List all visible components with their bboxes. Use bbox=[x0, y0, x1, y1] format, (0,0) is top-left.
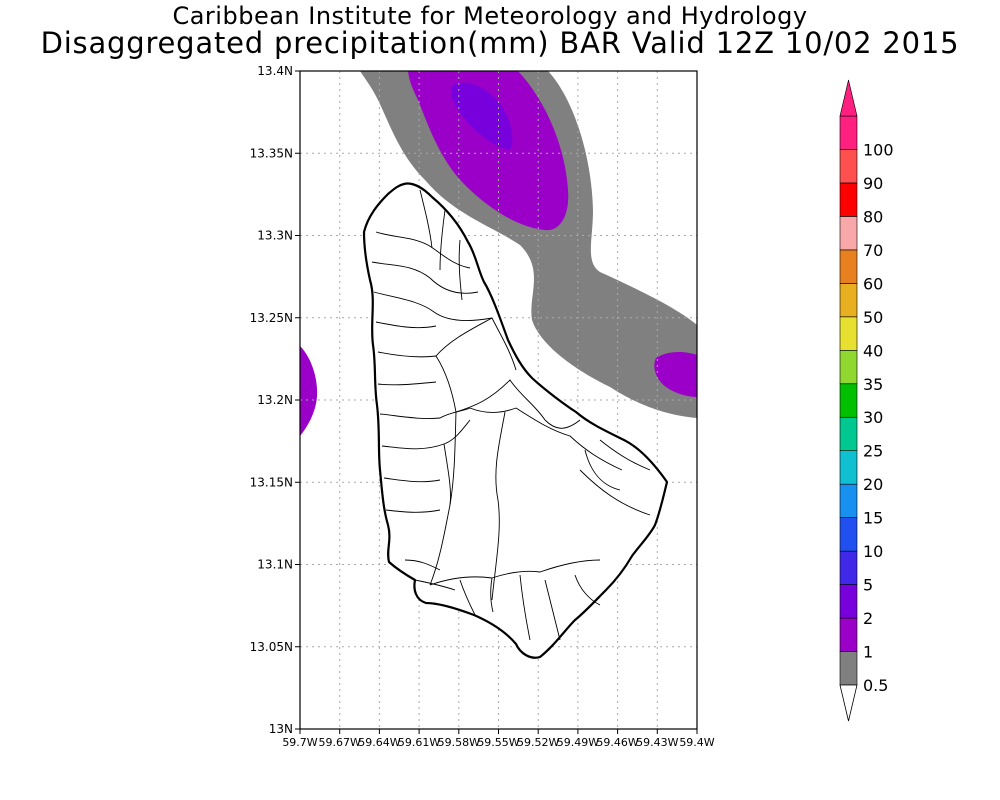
lat-tick-label: 13.15N bbox=[250, 475, 293, 489]
legend-swatch bbox=[839, 450, 858, 485]
legend-swatch bbox=[839, 584, 858, 619]
legend-level-label: 60 bbox=[863, 274, 883, 293]
map-subtitle: Disaggregated precipitation(mm) BAR Vali… bbox=[40, 26, 960, 60]
legend-swatch bbox=[839, 349, 858, 385]
legend-swatch bbox=[839, 216, 858, 251]
legend-level-label: 5 bbox=[863, 576, 873, 595]
legend-swatch bbox=[839, 249, 858, 284]
legend-swatch bbox=[839, 483, 858, 518]
lon-tick-label: 59.49W bbox=[557, 736, 599, 749]
precipitation-layer bbox=[300, 71, 697, 436]
lon-tick-label: 59.7W bbox=[282, 736, 317, 749]
legend-swatch bbox=[839, 182, 858, 217]
legend-level-label: 70 bbox=[863, 241, 883, 260]
legend-level-label: 50 bbox=[863, 308, 883, 327]
lon-tick-label: 59.52W bbox=[517, 736, 559, 749]
lon-tick-label: 59.64W bbox=[358, 736, 400, 749]
legend-swatch bbox=[839, 316, 858, 351]
lon-tick-label: 59.67W bbox=[319, 736, 361, 749]
legend-swatch bbox=[839, 383, 858, 418]
precip-area-north-core bbox=[408, 71, 569, 231]
legend-level-label: 90 bbox=[863, 174, 883, 193]
legend-level-label: 25 bbox=[863, 442, 883, 461]
legend-level-label: 15 bbox=[863, 509, 883, 528]
watershed-boundaries bbox=[371, 189, 651, 641]
lon-tick-label: 59.46W bbox=[596, 736, 638, 749]
lat-tick-label: 13.2N bbox=[257, 393, 293, 407]
barbados-island bbox=[362, 182, 669, 659]
lat-tick-label: 13.35N bbox=[250, 146, 293, 160]
precip-area-north-peak bbox=[451, 82, 513, 150]
longitude-axis: 59.7W 59.67W59.64W59.61W59.58W59.55W59.52… bbox=[282, 729, 715, 749]
lon-tick-label: 59.55W bbox=[477, 736, 519, 749]
legend-level-label: 35 bbox=[863, 375, 883, 394]
legend-level-label: 40 bbox=[863, 341, 883, 360]
legend-level-label: 100 bbox=[863, 140, 894, 159]
lon-tick-label: 59.61W bbox=[398, 736, 440, 749]
legend-upper-triangle bbox=[839, 79, 858, 117]
legend-level-label: 0.5 bbox=[863, 676, 888, 695]
legend-level-label: 30 bbox=[863, 408, 883, 427]
legend-swatch bbox=[839, 149, 858, 184]
legend-lower-triangle bbox=[839, 684, 858, 722]
precip-area-east-blob-2 bbox=[654, 351, 697, 397]
latitude-axis: 13N 13.05N 13.1N 13.15N 13.2N 13.25N 13.3N 13.3… bbox=[250, 64, 300, 736]
lon-tick-label: 59.43W bbox=[636, 736, 678, 749]
legend-swatch bbox=[839, 115, 858, 150]
island-coastline bbox=[362, 182, 669, 659]
lat-tick-label: 13.05N bbox=[250, 640, 293, 654]
precip-area-west-edge bbox=[300, 346, 318, 436]
map-title: Caribbean Institute for Meteorology and … bbox=[172, 2, 808, 30]
legend-swatch bbox=[839, 416, 858, 452]
legend-swatch bbox=[839, 651, 858, 686]
legend-swatch bbox=[839, 283, 858, 318]
legend-level-label: 2 bbox=[863, 609, 873, 628]
legend-swatch bbox=[839, 617, 858, 652]
lat-tick-label: 13N bbox=[269, 722, 293, 736]
legend-level-label: 80 bbox=[863, 207, 883, 226]
precip-area-east-blob-1 bbox=[580, 302, 627, 337]
lat-tick-label: 13.3N bbox=[257, 229, 293, 243]
legend-swatch bbox=[839, 550, 858, 585]
lon-tick-label: 59.58W bbox=[438, 736, 480, 749]
legend-level-label: 20 bbox=[863, 475, 883, 494]
lat-tick-label: 13.1N bbox=[257, 558, 293, 572]
grid-lines bbox=[300, 71, 697, 729]
lon-tick-label: 59.4W bbox=[679, 736, 714, 749]
legend-level-label: 1 bbox=[863, 643, 873, 662]
legend-swatch bbox=[839, 517, 858, 552]
lat-tick-label: 13.4N bbox=[257, 64, 293, 78]
legend-level-label: 10 bbox=[863, 542, 883, 561]
lat-tick-label: 13.25N bbox=[250, 311, 293, 325]
